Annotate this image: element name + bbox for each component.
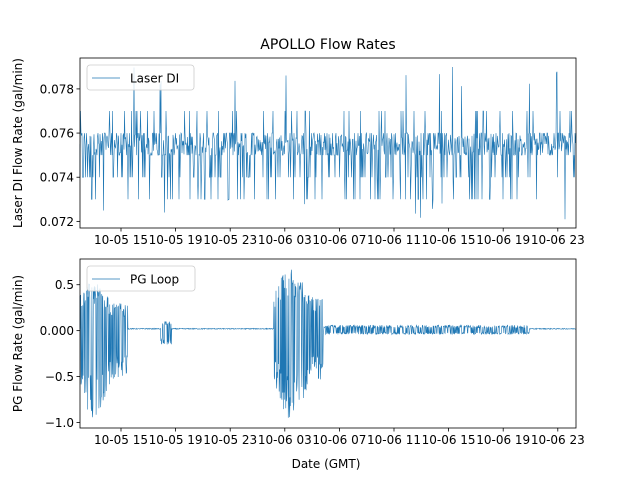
legend-label: Laser DI	[130, 72, 179, 86]
x-tick-label: 10-05 19	[149, 233, 203, 247]
x-tick-label: 10-06 15	[422, 433, 476, 447]
y-tick-label: 0.000	[40, 324, 74, 338]
y-tick-label: 0.072	[40, 215, 74, 229]
y-tick-label: 0.074	[40, 171, 74, 185]
legend: Laser DI	[86, 64, 195, 91]
bottom-axes: 10-05 15 10-05 19 10-05 23 10-06 03 10-06 07…	[11, 258, 585, 447]
axes-frame	[79, 57, 577, 229]
series-line-laser-di	[79, 66, 577, 220]
y-tick-label: −0.5	[45, 370, 74, 384]
y-tick-label: −1.0	[45, 416, 74, 430]
x-tick-label: 10-06 11	[367, 433, 421, 447]
x-tick-label: 10-05 23	[203, 233, 257, 247]
legend: PG Loop	[86, 265, 196, 292]
chart-title: APOLLO Flow Rates	[260, 37, 395, 53]
x-tick-label: 10-06 03	[258, 433, 312, 447]
legend-label: PG Loop	[130, 273, 179, 287]
x-axis-label: Date (GMT)	[292, 457, 361, 471]
x-tick-label: 10-05 19	[149, 433, 203, 447]
legend-box	[86, 64, 195, 91]
x-tick-label: 10-06 19	[476, 233, 530, 247]
y-tick-label: 0.076	[40, 127, 74, 141]
x-tick-label: 10-06 07	[312, 233, 366, 247]
x-tick-label: 10-05 23	[203, 433, 257, 447]
top-axes: 10-05 15 10-05 19 10-05 23 10-06 03 10-06 07…	[11, 57, 585, 247]
x-tick-label: 10-05 15	[94, 233, 148, 247]
series-line-pg-loop	[79, 269, 576, 418]
x-tick-label: 10-06 07	[312, 433, 366, 447]
x-tick-label: 10-06 15	[422, 233, 476, 247]
y-tick-label: 0.5	[55, 278, 74, 292]
x-tick-label: 10-06 11	[367, 233, 421, 247]
x-tick-label: 10-05 15	[94, 433, 148, 447]
x-tick-label: 10-06 23	[531, 433, 585, 447]
y-tick-label: 0.078	[40, 82, 74, 96]
x-tick-label: 10-06 03	[258, 233, 312, 247]
legend-box	[86, 265, 196, 292]
x-tick-label: 10-06 23	[531, 233, 585, 247]
x-tick-label: 10-06 19	[476, 433, 530, 447]
axes-frame	[79, 258, 577, 429]
y-axis-label: Laser DI Flow Rate (gal/min)	[11, 58, 25, 228]
y-axis-label: PG Flow Rate (gal/min)	[11, 275, 25, 412]
